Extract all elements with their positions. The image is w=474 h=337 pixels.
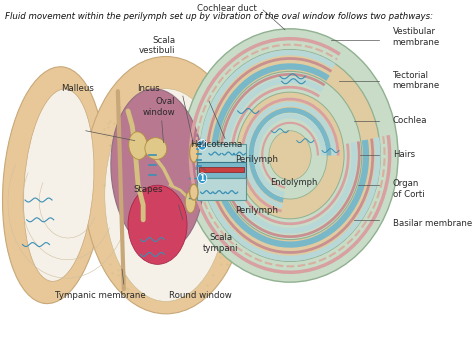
Text: Perilymph: Perilymph [235,155,278,164]
Circle shape [219,71,362,240]
Text: Helicotrema: Helicotrema [190,140,243,149]
Ellipse shape [129,132,147,159]
Text: Round window: Round window [169,291,232,300]
Text: Tympanic membrane: Tympanic membrane [55,291,146,300]
Text: Basilar membrane: Basilar membrane [392,219,472,228]
Text: Cochlear duct: Cochlear duct [198,4,257,13]
Text: Stapes: Stapes [134,185,164,194]
Text: Endolymph: Endolymph [270,178,318,187]
Ellipse shape [190,184,198,200]
Bar [199,167,245,172]
Ellipse shape [111,89,204,252]
Text: Scala
vestibuli: Scala vestibuli [139,36,175,55]
Circle shape [198,173,207,184]
Ellipse shape [2,67,105,304]
Ellipse shape [84,57,248,314]
FancyBboxPatch shape [197,144,246,162]
Text: 2: 2 [200,140,205,149]
Ellipse shape [145,137,167,159]
Text: Scala
tympani: Scala tympani [203,233,238,253]
Circle shape [200,50,380,262]
Text: 1: 1 [200,174,205,183]
Text: Perilymph: Perilymph [235,206,278,215]
Text: Malleus: Malleus [61,84,94,93]
Text: Tectorial
membrane: Tectorial membrane [392,71,440,90]
Circle shape [236,92,344,219]
Circle shape [269,131,311,180]
Ellipse shape [190,143,198,162]
Ellipse shape [24,89,94,281]
FancyBboxPatch shape [197,162,246,178]
Text: Hairs: Hairs [392,150,415,159]
Circle shape [253,112,327,199]
Text: Fluid movement within the perilymph set up by vibration of the oval window follo: Fluid movement within the perilymph set … [5,12,433,21]
Ellipse shape [105,89,227,302]
Text: Organ
of Corti: Organ of Corti [392,179,424,198]
Ellipse shape [185,191,195,213]
FancyBboxPatch shape [197,178,246,200]
Text: Incus: Incus [137,84,160,93]
Ellipse shape [128,185,187,264]
Circle shape [198,140,207,150]
Circle shape [182,29,398,282]
Text: Cochlea: Cochlea [392,116,427,125]
Text: Vestibular
membrane: Vestibular membrane [392,27,440,47]
Text: Oval
window: Oval window [143,97,175,117]
